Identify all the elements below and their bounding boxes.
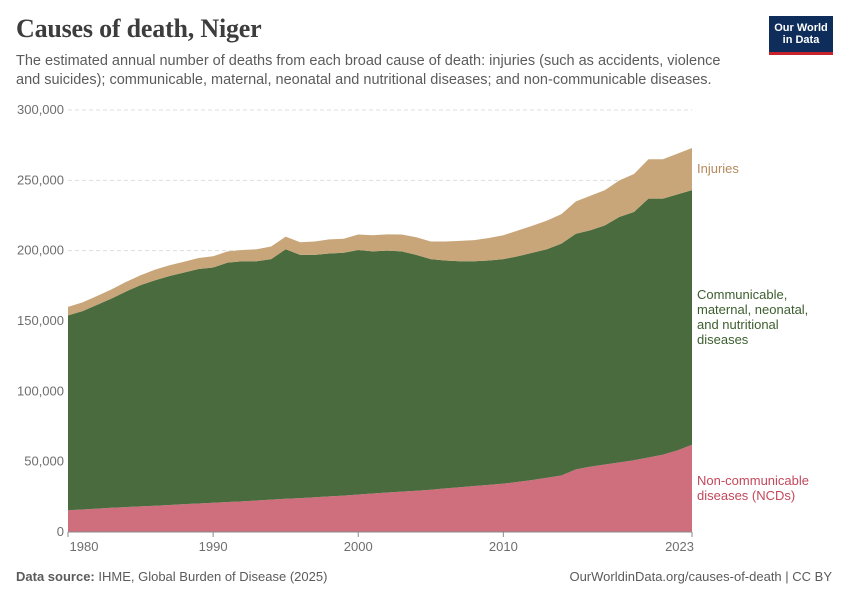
chart-subtitle: The estimated annual number of deaths fr… <box>16 53 721 88</box>
series-label-line: Non-communicable <box>697 473 809 488</box>
y-tick-label: 0 <box>57 524 64 539</box>
x-tick-label: 2023 <box>665 539 694 554</box>
series-label-line: diseases (NCDs) <box>697 488 795 503</box>
series-label-3: Injuries <box>697 161 739 176</box>
data-source-label: Data source: <box>16 569 95 584</box>
area-series-2[interactable] <box>68 190 692 511</box>
y-tick-label: 50,000 <box>24 454 64 469</box>
x-tick-label: 1980 <box>70 539 99 554</box>
y-tick-label: 100,000 <box>17 383 64 398</box>
series-label-line: maternal, neonatal, <box>697 302 808 317</box>
series-label-line: Communicable, <box>697 287 787 302</box>
y-tick-label: 250,000 <box>17 172 64 187</box>
series-label-line: Injuries <box>697 161 739 176</box>
source-url[interactable]: OurWorldinData.org/causes-of-death | CC … <box>569 569 832 584</box>
areas <box>68 147 692 532</box>
data-source-text: IHME, Global Burden of Disease (2025) <box>98 569 328 584</box>
series-label-line: diseases <box>697 332 749 347</box>
y-tick-label: 300,000 <box>17 102 64 117</box>
y-tick-label: 200,000 <box>17 243 64 258</box>
axes: 0 50,000 100,000 150,000 200,000 250,000 300,0… <box>17 102 694 554</box>
x-tick-label: 1990 <box>199 539 228 554</box>
series-label-2: Communicable, maternal, neonatal, and nutr… <box>697 287 808 347</box>
chart-title: Causes of death, Niger <box>16 14 262 43</box>
series-labels: Injuries Communicable, maternal, neonatal,… <box>697 161 809 503</box>
data-source: Data source: IHME, Global Burden of Dise… <box>16 569 327 584</box>
logo-line-2: in Data <box>782 34 820 46</box>
x-tick-label: 2000 <box>344 539 373 554</box>
area-series-1[interactable] <box>68 444 692 532</box>
series-label-line: and nutritional <box>697 317 779 332</box>
logo-line-1: Our World <box>774 22 828 34</box>
x-tick-label: 2010 <box>489 539 518 554</box>
owid-logo[interactable]: Our World in Data <box>769 16 833 55</box>
series-label-1: Non-communicable diseases (NCDs) <box>697 473 809 503</box>
area-series-3[interactable] <box>68 147 692 316</box>
y-tick-label: 150,000 <box>17 313 64 328</box>
